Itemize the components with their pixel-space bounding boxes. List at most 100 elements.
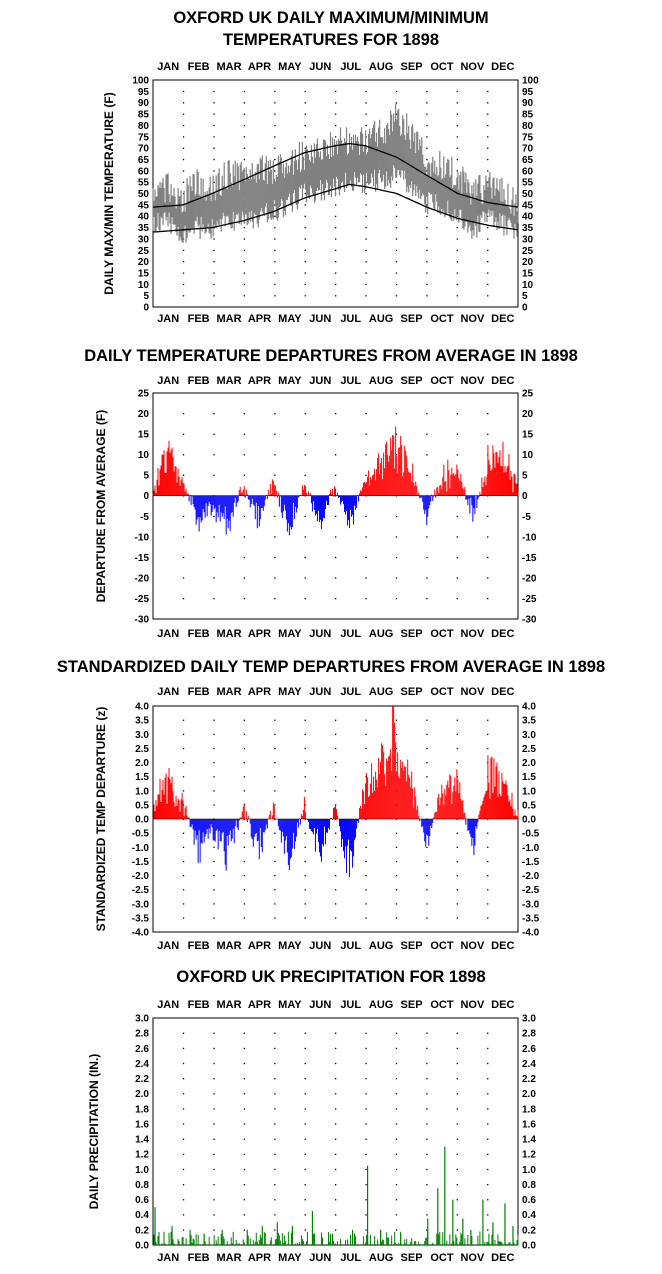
plot-frame [152, 1017, 519, 1246]
grid-dot [182, 917, 185, 919]
month-label-top: JAN [157, 999, 179, 1011]
grid-dot [335, 1183, 337, 1186]
y-tick-label-left: 2.4 [135, 1059, 149, 1070]
grid-dot [335, 102, 337, 104]
grid-dot [182, 1062, 185, 1065]
y-tick-label-right: 1.0 [522, 1165, 536, 1176]
grid-dot [426, 1153, 428, 1155]
grid-dot [304, 295, 306, 297]
grid-dot [243, 90, 246, 93]
y-tick-label-left: 10 [138, 450, 150, 461]
grid-dot [243, 1214, 246, 1216]
grid-dot [243, 733, 246, 736]
grid-dot [213, 1168, 215, 1171]
grid-dot [456, 832, 458, 834]
grid-dot [243, 158, 246, 161]
grid-dot [213, 515, 215, 518]
grid-dot [395, 903, 398, 905]
grid-dot [213, 733, 215, 736]
month-label-bottom: AUG [369, 940, 393, 952]
grid-dot [487, 136, 489, 138]
grid-dot [335, 1108, 337, 1110]
grid-dot [182, 295, 185, 297]
grid-dot [487, 832, 489, 834]
grid-dot [182, 1153, 185, 1155]
month-label-bottom: APR [248, 940, 271, 952]
month-label-bottom: DEC [491, 628, 514, 640]
grid-dot [487, 903, 489, 905]
month-label-top: MAR [217, 375, 242, 387]
y-tick-label-left: 45 [138, 200, 150, 211]
grid-dot [182, 1229, 185, 1231]
grid-dot [487, 215, 489, 217]
y-tick-label-left: 85 [138, 110, 150, 121]
y-tick-label-left: 2.0 [135, 1089, 149, 1100]
y-tick-label-right: 2.0 [522, 758, 536, 769]
grid-dot [335, 832, 337, 834]
grid-dot [395, 272, 398, 274]
grid-dot [274, 1229, 276, 1231]
month-label-top: NOV [460, 686, 485, 698]
grid-dot [365, 1153, 367, 1155]
grid-dot [304, 454, 306, 456]
grid-dot [456, 1214, 458, 1216]
y-tick-label-left: 3.0 [135, 730, 149, 741]
month-label-bottom: JUN [309, 940, 331, 952]
y-tick-label-right: 85 [522, 110, 534, 121]
month-label-bottom: APR [248, 313, 271, 325]
y-tick-label-right: 1.6 [522, 1119, 536, 1130]
grid-dot [487, 261, 489, 263]
grid-dot [365, 193, 367, 195]
grid-dot [182, 1138, 185, 1140]
y-tick-label-right: -1.0 [522, 843, 540, 854]
grid-dot [365, 295, 367, 297]
grid-dot [335, 1199, 337, 1201]
grid-dot [426, 102, 428, 104]
grid-dot [304, 1138, 306, 1140]
grid-dot [274, 238, 276, 240]
grid-dot [365, 261, 367, 263]
grid-dot [335, 1229, 337, 1231]
grid-dot [182, 1168, 185, 1171]
grid-dot [335, 227, 337, 229]
month-label-bottom: MAR [217, 1252, 242, 1264]
month-label-top: DEC [491, 375, 514, 387]
grid-dot [395, 860, 398, 863]
grid-dot [365, 556, 367, 559]
month-label-top: FEB [188, 999, 210, 1011]
grid-dot [395, 90, 398, 93]
grid-dot [426, 283, 428, 286]
grid-dot [213, 875, 215, 877]
grid-dot [213, 1093, 215, 1095]
y-tick-label-left: 2.0 [135, 758, 149, 769]
grid-dot [456, 747, 458, 750]
y-tick-label-left: 1.2 [135, 1150, 149, 1161]
y-tick-label-left: 1.6 [135, 1119, 149, 1130]
grid-dot [426, 804, 428, 806]
grid-dot [426, 719, 428, 721]
chart-title: DAILY TEMPERATURE DEPARTURES FROM AVERAG… [84, 347, 578, 365]
grid-dot [456, 1032, 458, 1034]
grid-dot [304, 733, 306, 736]
grid-dot [182, 556, 185, 559]
grid-dot [335, 804, 337, 806]
grid-dot [335, 124, 337, 127]
month-label-bottom: JUN [309, 628, 331, 640]
grid-dot [426, 747, 428, 750]
grid-dot [213, 238, 215, 240]
grid-dot [182, 832, 185, 834]
chart-title: OXFORD UK DAILY MAXIMUM/MINIMUM [173, 9, 488, 27]
grid-dot [487, 249, 489, 252]
grid-dot [395, 1108, 398, 1110]
grid-dot [274, 1153, 276, 1155]
grid-dot [487, 147, 489, 149]
grid-dot [213, 102, 215, 104]
grid-dot [182, 136, 185, 138]
month-label-top: MAR [217, 61, 242, 73]
grid-dot [395, 747, 398, 750]
grid-dot [213, 556, 215, 559]
y-tick-label-right: 2.6 [522, 1044, 536, 1055]
grid-dot [426, 249, 428, 252]
grid-dot [182, 454, 185, 456]
